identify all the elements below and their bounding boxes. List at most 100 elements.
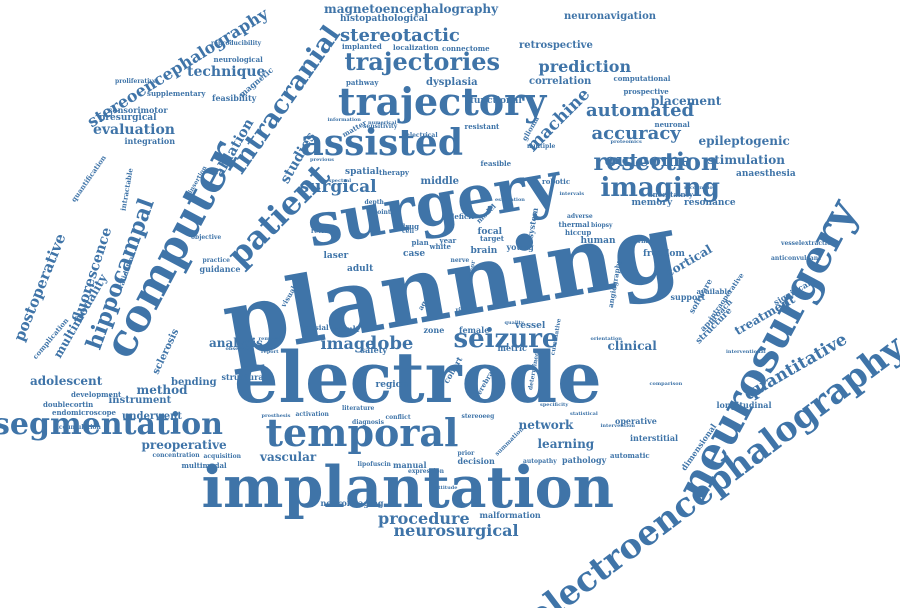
word-neurological: neurological	[213, 54, 263, 64]
word-prior: prior	[457, 450, 475, 457]
word-intervention: intervention	[600, 422, 636, 429]
word-removal: removal	[258, 335, 282, 342]
word-image: image	[320, 334, 376, 353]
word-attitude: attitude	[435, 484, 458, 491]
word-statistical: statistical	[570, 410, 598, 417]
word-multimodal: multimodal	[181, 460, 227, 470]
word-seizure: seizure	[453, 324, 559, 354]
word-outcome: outcome	[604, 150, 692, 171]
word-neuronavigation: neuronavigation	[564, 11, 657, 22]
word-doublecortin: doublecortin	[43, 399, 94, 409]
word-technique: technique	[187, 64, 266, 80]
word-preoperative: preoperative	[141, 438, 227, 452]
word-accuracy: accuracy	[591, 123, 681, 144]
word-plan: plan	[411, 237, 429, 247]
word-bending: bending	[171, 377, 217, 388]
word-activation: activation	[295, 411, 329, 418]
word-anticonvulsant: anticonvulsant	[771, 255, 821, 262]
word-segmentation: segmentation	[0, 407, 223, 442]
word-correlation: correlation	[529, 76, 592, 87]
word-available: available	[696, 286, 732, 296]
word-vascular: vascular	[260, 450, 317, 464]
word-interventional: interventional	[726, 348, 766, 355]
word-neuroimaging: neuroimaging	[320, 498, 384, 508]
word-therapy: therapy	[379, 167, 409, 177]
word-neuronal: neuronal	[654, 119, 690, 129]
word-laser: laser	[323, 250, 349, 261]
word-spectral: spectral	[328, 177, 352, 184]
word-structural: structural	[221, 372, 267, 382]
word-clinical: clinical	[607, 339, 657, 353]
word-feasibility: feasibility	[212, 93, 257, 103]
word-literature: literature	[342, 405, 375, 412]
word-procedure: procedure	[378, 509, 470, 528]
word-stereoeeg: stereoeeg	[461, 413, 495, 420]
word-epileptogenic: epileptogenic	[698, 134, 790, 148]
word-electrode: electrode	[234, 336, 602, 419]
word-year: year	[439, 235, 457, 245]
word-evaluation: evaluation	[93, 122, 175, 138]
word-stimulation: stimulation	[707, 153, 785, 167]
word-female: female	[459, 325, 490, 335]
word-support: support	[670, 292, 706, 302]
word-automatic: automatic	[610, 450, 650, 460]
word-vessel: vessel	[515, 320, 546, 331]
word-summation: summation	[493, 425, 526, 458]
word-diagnosis: diagnosis	[352, 419, 384, 426]
word-vesselextraction: vesselextraction	[781, 240, 836, 247]
word-focal: focal	[477, 226, 503, 237]
word-target: target	[480, 233, 505, 243]
word-acquisition: acquisition	[203, 453, 241, 460]
word-mesial: mesial	[303, 322, 329, 332]
word-autopathy: autopathy	[523, 458, 557, 465]
word-orientation: orientation	[590, 335, 622, 342]
word-lobe: lobe	[370, 333, 414, 354]
word-comparison: comparison	[649, 380, 683, 387]
word-operative: operative	[615, 416, 657, 426]
word-imaging: imaging	[600, 173, 720, 203]
word-network: network	[518, 418, 574, 432]
word-anaesthesia: anaesthesia	[736, 168, 796, 179]
word-proliferative: proliferative	[115, 78, 157, 85]
word-placement: placement	[651, 94, 722, 108]
word-guidance: guidance	[199, 264, 241, 274]
word-intervals: intervals	[559, 190, 585, 197]
word-neurosurgical: neurosurgical	[393, 521, 519, 540]
word-surgical: surgical	[299, 176, 377, 197]
word-integration: integration	[124, 136, 176, 146]
word-zone: zone	[423, 325, 445, 335]
word-histopathological: histopathological	[340, 13, 428, 24]
word-trajectory: trajectory	[338, 79, 547, 124]
word-resonance: resonance	[684, 197, 736, 208]
word-instrument: instrument	[108, 395, 172, 406]
word-computational: computational	[613, 73, 671, 83]
word-prospective: prospective	[623, 86, 669, 96]
word-conflict: conflict	[385, 414, 411, 421]
word-resistant: resistant	[464, 121, 500, 131]
word-quantification: quantification	[68, 152, 108, 204]
word-middle: middle	[420, 176, 460, 187]
word-multiple: multiple	[527, 143, 556, 150]
word-prediction: prediction	[538, 57, 632, 76]
word-pathology: pathology	[562, 455, 607, 465]
word-malformation: malformation	[479, 510, 541, 520]
word-freedom: freedom	[643, 248, 685, 259]
word-proteomics: proteomics	[610, 138, 642, 145]
word-information: information	[327, 116, 361, 123]
word-assisted: assisted	[300, 122, 464, 164]
word-nerve: nerve	[450, 257, 470, 264]
word-brain: brain	[470, 245, 498, 256]
word-accumulation: accumulation	[55, 424, 101, 431]
word-feasible: feasible	[480, 158, 512, 168]
word-numerical: numerical	[368, 119, 397, 126]
word-localization: localization	[393, 42, 439, 52]
word-dysplasia: dysplasia	[426, 77, 478, 88]
word-lipofuscin: lipofuscin	[357, 461, 391, 468]
word-memory: memory	[631, 197, 673, 208]
word-magnetoencephalography: magnetoencephalography	[324, 2, 499, 16]
word-region: region	[375, 379, 409, 390]
word-manual: manual	[393, 460, 427, 470]
word-implantation: implantation	[201, 453, 615, 521]
word-case: case	[403, 248, 426, 259]
